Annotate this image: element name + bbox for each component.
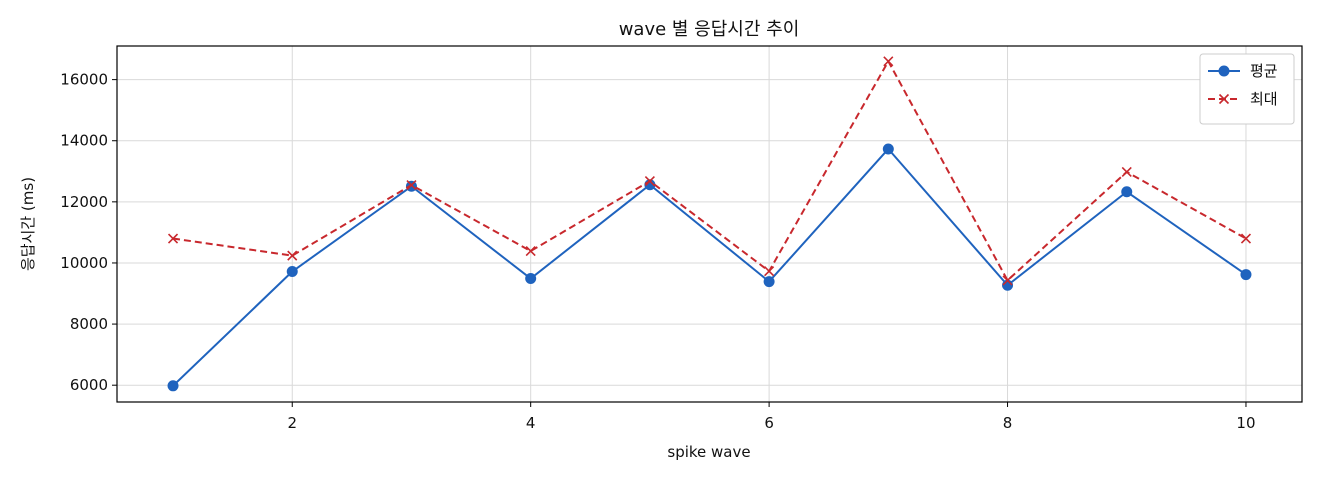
data-point	[167, 380, 179, 392]
x-axis-label: spike wave	[667, 443, 750, 461]
series-line	[172, 60, 1247, 282]
x-tick-label: 4	[526, 414, 536, 432]
y-tick-label: 10000	[60, 254, 108, 272]
data-point	[883, 56, 894, 67]
legend-box	[1199, 53, 1295, 125]
data-point	[1121, 166, 1132, 177]
data-point	[1002, 279, 1014, 291]
data-point	[764, 266, 775, 277]
data-point	[1121, 186, 1133, 198]
x-tick-label: 10	[1236, 414, 1255, 432]
data-point	[406, 179, 417, 191]
data-point	[763, 276, 775, 288]
data-point	[1240, 269, 1252, 281]
series-1	[167, 56, 1252, 286]
chart-title: wave 별 응답시간 추이	[619, 19, 800, 40]
legend-label: 평균	[1250, 62, 1278, 80]
data-point	[287, 250, 298, 261]
data-point	[1002, 275, 1013, 286]
data-point	[1240, 233, 1252, 244]
series-line	[172, 147, 1247, 387]
y-tick-label: 14000	[60, 132, 108, 150]
series-layer	[167, 56, 1252, 392]
x-tick-label: 6	[764, 414, 774, 432]
axis-ticks: 2 4 6 8 10 6000 8000 10000 12000 14000 16000	[60, 71, 1255, 432]
y-tick-label: 12000	[60, 193, 108, 211]
data-point	[167, 233, 179, 244]
legend-marker	[1218, 93, 1230, 105]
y-tick-label: 6000	[70, 376, 108, 394]
y-tick-label: 8000	[70, 315, 108, 333]
y-axis-label: 응답시간 (ms)	[19, 177, 37, 271]
data-point	[644, 176, 655, 187]
grid-lines	[117, 46, 1302, 402]
data-point	[882, 143, 894, 155]
data-point	[525, 245, 536, 257]
data-point	[525, 273, 537, 285]
y-tick-label: 16000	[60, 71, 108, 89]
plot-area-frame	[116, 45, 1303, 403]
data-point	[405, 180, 417, 192]
x-tick-label: 2	[287, 414, 297, 432]
x-tick-label: 8	[1003, 414, 1013, 432]
legend-label: 최대	[1250, 90, 1278, 108]
data-point	[286, 266, 298, 278]
series-0	[167, 143, 1252, 392]
legend-marker	[1218, 65, 1230, 77]
